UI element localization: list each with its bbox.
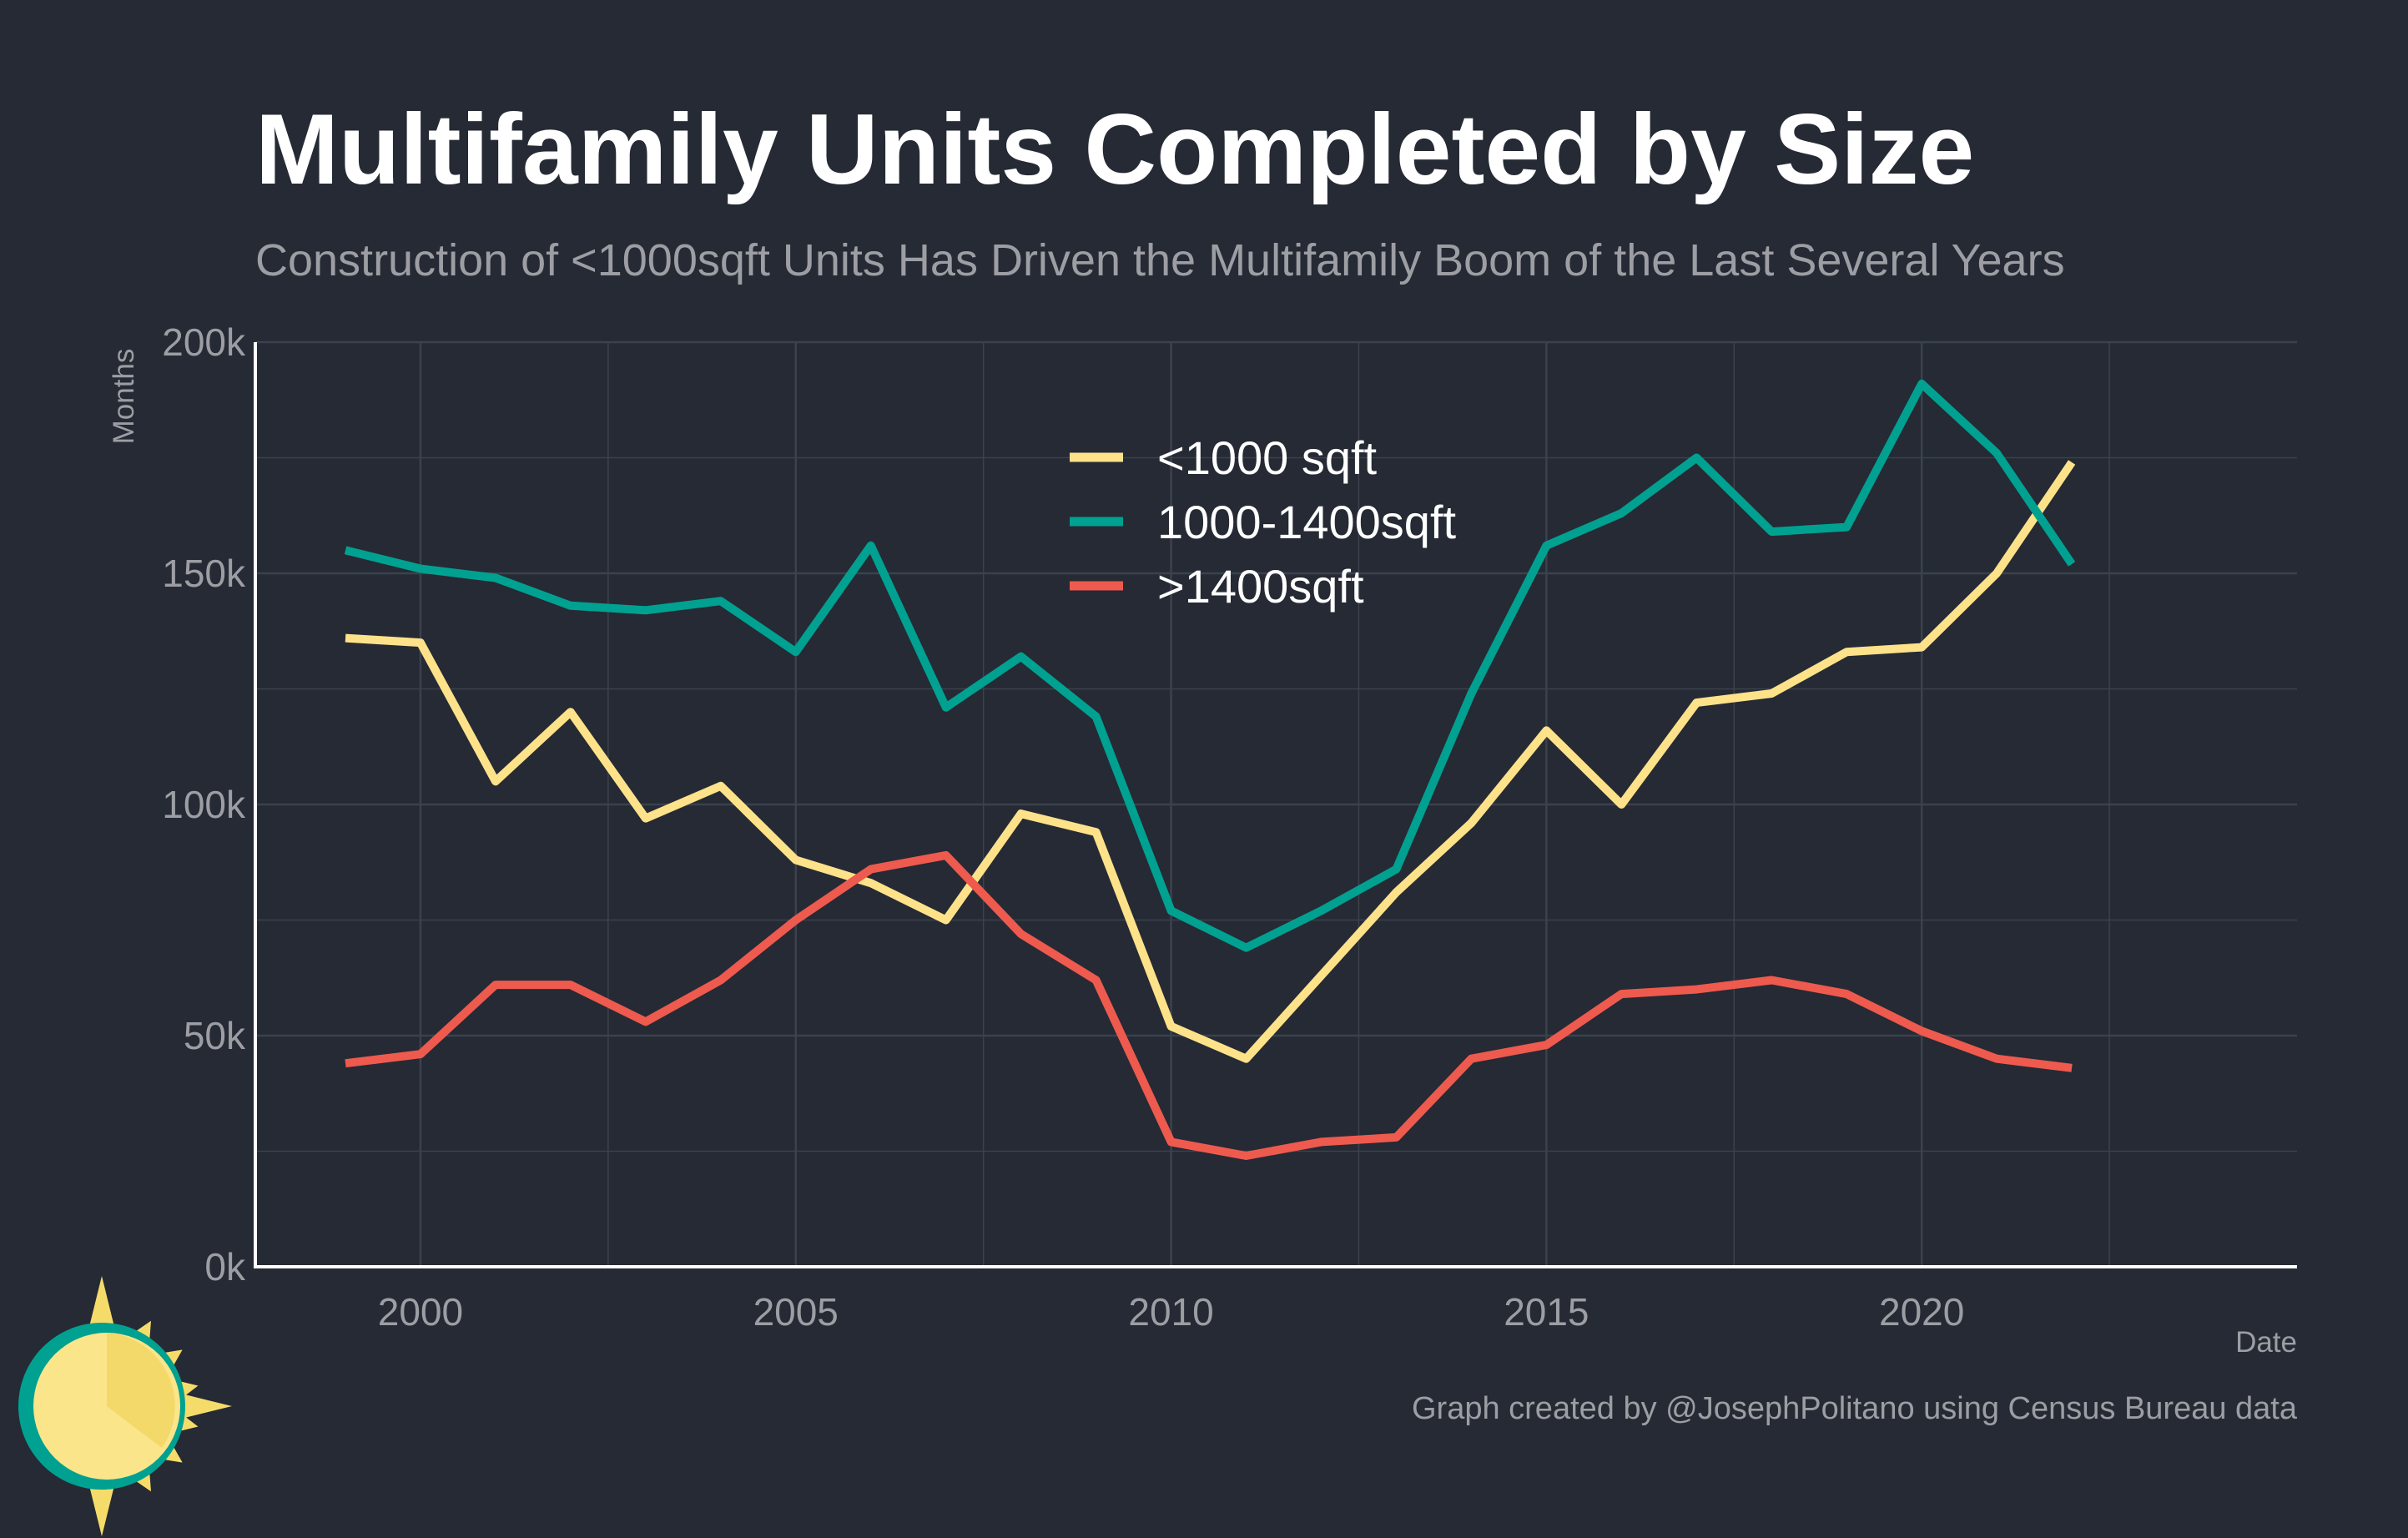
y-axis-title: Months (108, 349, 140, 445)
y-tick-label: 100k (162, 783, 246, 826)
tick-labels: 2000 2005 2010 2015 2020 0k 50k 100k 150k 200k (162, 320, 1964, 1334)
series-line-1 (345, 460, 2076, 1063)
grid (255, 340, 2297, 1268)
x-axis-title: Date (2235, 1326, 2297, 1359)
x-tick-label: 2005 (753, 1290, 839, 1334)
chart-subtitle: Construction of <1000sqft Units Has Driv… (255, 235, 2065, 285)
y-tick-label: 0k (204, 1245, 246, 1288)
axes (254, 342, 2297, 1268)
x-tick-label: 2015 (1504, 1290, 1589, 1334)
x-tick-label: 2000 (378, 1290, 463, 1334)
sun-shade (107, 1333, 175, 1448)
y-tick-label: 150k (162, 552, 246, 595)
series-line-2 (344, 379, 2076, 952)
chart-caption: Graph created by @JosephPolitano using C… (1412, 1391, 2298, 1426)
legend-label: 1000-1400sqft (1157, 496, 1457, 548)
y-tick-label: 50k (184, 1014, 246, 1057)
series-line-3 (345, 850, 2073, 1160)
series-lines (344, 379, 2076, 1160)
y-tick-label: 200k (162, 320, 246, 364)
chart-title: Multifamily Units Completed by Size (255, 93, 1974, 205)
sun-logo-icon (18, 1276, 232, 1536)
legend-label: <1000 sqft (1157, 431, 1378, 484)
x-tick-label: 2010 (1128, 1290, 1213, 1334)
legend-label: >1400sqft (1157, 560, 1364, 613)
x-tick-label: 2020 (1879, 1290, 1964, 1334)
legend: <1000 sqft 1000-1400sqft >1400sqft (1070, 431, 1457, 613)
